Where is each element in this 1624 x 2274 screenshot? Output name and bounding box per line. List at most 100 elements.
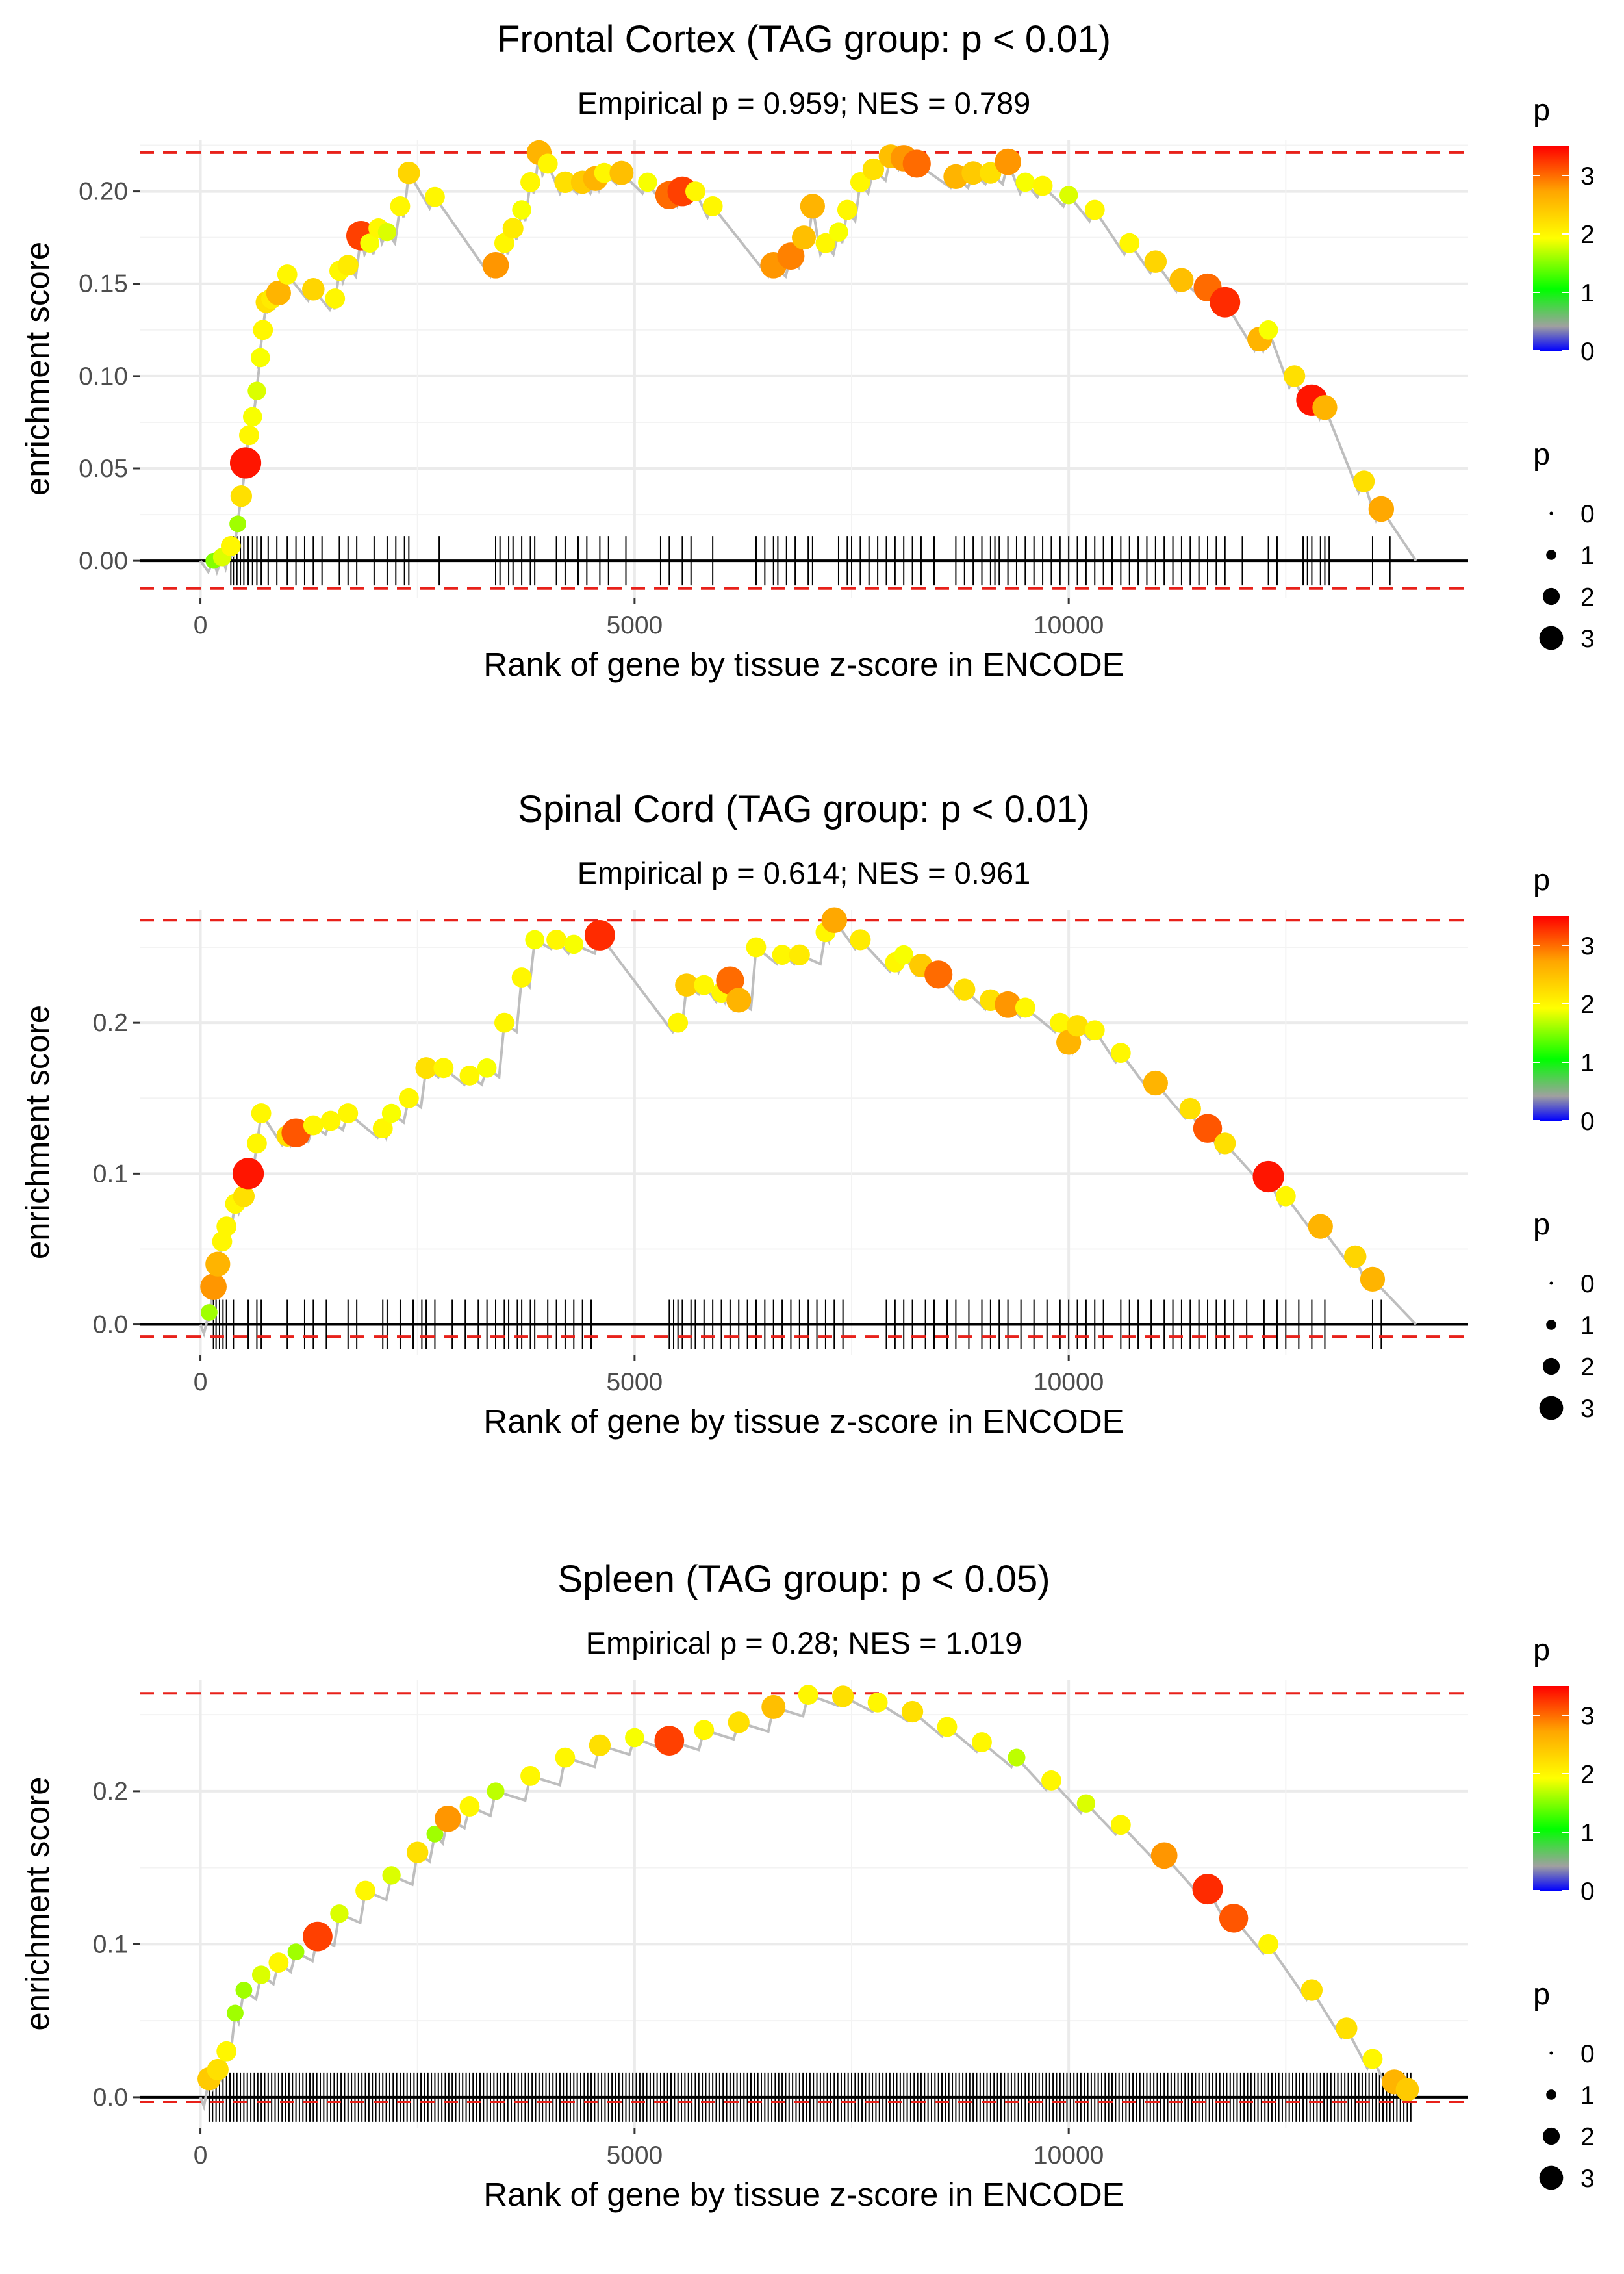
es-point [1041, 1770, 1061, 1791]
size-key [1542, 587, 1560, 606]
es-points [200, 907, 1386, 1321]
es-point [1214, 1132, 1236, 1155]
es-point [924, 960, 953, 989]
es-point [1008, 1748, 1026, 1767]
es-point [482, 251, 509, 279]
es-point [1258, 320, 1278, 340]
legend: p 3 2 1 0 p 0 1 2 3 [1533, 862, 1595, 1423]
es-point [654, 1726, 685, 1756]
size-key [1546, 1320, 1556, 1330]
es-point [338, 1103, 359, 1123]
color-legend-title: p [1533, 862, 1550, 897]
es-point [1352, 470, 1375, 492]
es-point [200, 1273, 227, 1300]
es-point [1066, 1015, 1089, 1037]
es-point [537, 153, 558, 174]
y-tick-label: 0.2 [93, 1778, 128, 1806]
es-point [216, 2041, 237, 2062]
es-point [850, 929, 871, 951]
y-tick-label: 0.10 [79, 363, 128, 390]
es-point [694, 975, 715, 995]
es-point [1143, 1070, 1168, 1096]
chart-subtitle: Empirical p = 0.614; NES = 0.961 [577, 856, 1031, 890]
es-point [287, 1943, 305, 1961]
es-point [390, 196, 411, 216]
es-point [415, 1057, 437, 1079]
size-key [1549, 511, 1553, 515]
es-point [494, 1012, 514, 1033]
es-point [1308, 1214, 1333, 1239]
es-point [961, 161, 985, 185]
es-point [337, 255, 359, 276]
size-tick-label: 2 [1580, 2123, 1595, 2151]
es-point [1219, 1904, 1249, 1933]
es-point [227, 2004, 244, 2022]
es-point [625, 1728, 644, 1748]
es-point [850, 172, 870, 192]
es-point [235, 1982, 253, 1999]
y-tick-label: 0.05 [79, 455, 128, 483]
es-point [302, 278, 325, 301]
es-point [638, 172, 657, 192]
es-point [233, 1185, 255, 1207]
y-axis-title: enrichment score [19, 1776, 56, 2030]
es-point [1169, 268, 1194, 292]
es-point [502, 218, 524, 239]
es-point [675, 973, 698, 997]
es-point [862, 158, 885, 181]
legend: p 3 2 1 0 p 0 1 2 3 [1533, 92, 1595, 653]
es-point [1150, 1842, 1178, 1869]
y-tick-label: 0.20 [79, 178, 128, 206]
es-point [609, 160, 634, 185]
es-point [229, 447, 262, 479]
y-tick-label: 0.1 [93, 1160, 128, 1188]
size-key [1539, 626, 1564, 650]
es-point [1210, 287, 1241, 318]
es-point [902, 149, 931, 178]
size-key [1542, 2127, 1560, 2145]
es-point [377, 222, 397, 242]
es-point [229, 515, 246, 533]
es-point [459, 1796, 480, 1817]
chart-panel: Spleen (TAG group: p < 0.05) Empirical p … [19, 1558, 1595, 2213]
y-tick-label: 0.1 [93, 1930, 128, 1958]
es-point [230, 485, 253, 507]
running-es-line [199, 1693, 1416, 2112]
es-point [777, 242, 805, 270]
es-point [829, 222, 848, 242]
size-tick-label: 0 [1580, 1270, 1595, 1298]
es-point [381, 1103, 401, 1123]
es-point [972, 1732, 992, 1752]
color-tick-label: 3 [1580, 932, 1595, 960]
y-tick-label: 0.0 [93, 1311, 128, 1339]
color-bar [1533, 916, 1569, 1121]
gridlines [140, 910, 1468, 1355]
es-point [894, 945, 913, 965]
es-point [1110, 1815, 1131, 1835]
size-key [1539, 1396, 1564, 1420]
size-key [1546, 2089, 1556, 2100]
es-point [728, 1711, 750, 1733]
chart-panel: Spinal Cord (TAG group: p < 0.01) Empiric… [19, 788, 1595, 1440]
es-point [1015, 172, 1035, 192]
chart-subtitle: Empirical p = 0.959; NES = 0.789 [577, 86, 1031, 120]
es-point [1179, 1097, 1201, 1120]
es-point [772, 945, 793, 965]
es-point [398, 1088, 419, 1108]
size-tick-label: 3 [1580, 625, 1595, 653]
es-point [589, 1734, 611, 1756]
es-point [789, 944, 810, 965]
es-point [205, 1251, 231, 1277]
es-point [207, 2058, 229, 2081]
es-point [1015, 997, 1035, 1018]
es-point [477, 1058, 497, 1078]
es-point [212, 1231, 233, 1252]
es-point [1119, 233, 1140, 253]
es-point [832, 1685, 854, 1707]
es-point [1252, 1160, 1284, 1193]
es-point [251, 1965, 271, 1984]
es-points [197, 1685, 1419, 2102]
es-point [494, 233, 514, 253]
x-tick-label: 5000 [606, 2141, 663, 2169]
es-point [1192, 1874, 1223, 1905]
